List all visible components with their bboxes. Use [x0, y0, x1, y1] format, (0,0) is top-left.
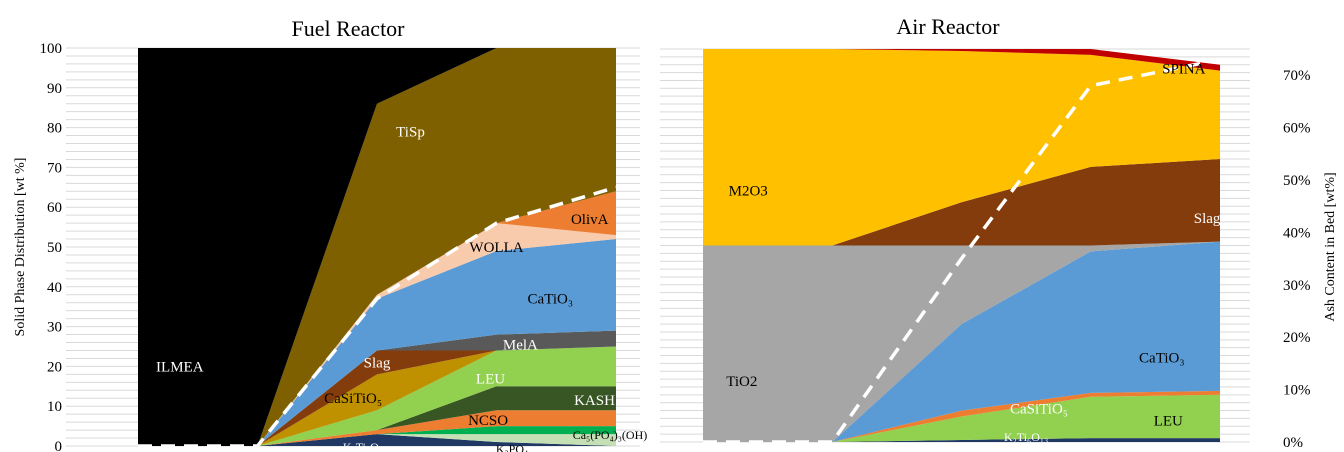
y-tick-label: 40: [47, 280, 62, 296]
secondary-y-axis-label: Ash Content in Bed [wt%]: [1323, 172, 1338, 321]
series-label: OlivA: [571, 212, 609, 228]
series-label: MelA: [503, 338, 538, 354]
area-series: [138, 346, 616, 446]
y-tick-label: 100: [40, 41, 63, 57]
area-series: [703, 159, 1220, 246]
series-label: ILMEA: [156, 359, 204, 375]
area-series: [138, 239, 616, 446]
area-series: [703, 241, 1220, 442]
fuel-reactor-chart: Fuel Reactor ILMEA TiSp OlivA WOLLA CaTiO₃ Me…: [13, 16, 647, 452]
area-series: [138, 434, 616, 446]
y-tick-label: 90: [47, 81, 62, 97]
series-label: SPINA: [1162, 62, 1206, 78]
y-tick-label: 70: [47, 160, 62, 176]
series-label: WOLLA: [469, 240, 523, 256]
y-tick-label: 30%: [1283, 278, 1311, 294]
area-series: [703, 438, 1220, 442]
series-label: CaTiO₃: [1139, 351, 1185, 367]
area-series: [703, 390, 1220, 442]
y-tick-label: 70%: [1283, 68, 1311, 84]
y-tick-label: 20: [47, 359, 62, 375]
y-tick-label: 50: [47, 240, 62, 256]
series-label: LEU: [476, 371, 505, 387]
y-tick-label: 60%: [1283, 121, 1311, 137]
series-label: Slag: [1194, 211, 1221, 227]
y-tick-label: 50%: [1283, 173, 1311, 189]
y-tick-label: 60: [47, 200, 62, 216]
series-label: NCSO: [468, 413, 508, 429]
area-series: [138, 330, 616, 446]
ash-content-line: [138, 185, 617, 448]
area-series: [703, 49, 1220, 246]
area-series: [703, 49, 1220, 71]
chart-title: Air Reactor: [896, 14, 1000, 39]
y-tick-label: 0: [55, 439, 63, 452]
area-series: [703, 241, 1220, 442]
ash-content-line: [703, 57, 1221, 444]
area-series: [138, 426, 616, 446]
area-series: [138, 434, 616, 446]
series-label: Slag: [364, 355, 391, 371]
series-label: CaSiTiO₅: [1010, 402, 1068, 418]
y-tick-label: 10%: [1283, 383, 1311, 399]
area-series: [138, 48, 616, 446]
series-label: K₂Ti₆O₁₃: [343, 440, 387, 452]
series-label: K₂Ti₆O₁₃: [1004, 430, 1048, 444]
series-label: K₃PO₄: [496, 442, 528, 452]
series-label: TiSp: [396, 125, 425, 141]
area-series: [138, 48, 616, 446]
y-tick-label: 30: [47, 320, 62, 336]
y-tick-label: 10: [47, 399, 62, 415]
y-tick-label: 0%: [1283, 435, 1303, 451]
chart-title: Fuel Reactor: [291, 16, 405, 41]
series-label: KASH: [574, 393, 615, 409]
y-axis-label: Solid Phase Distribution [wt %]: [13, 158, 28, 337]
air-reactor-chart: Air Reactor M2O3 SPINA Slag TiO2 CaTiO₃ CaSiT…: [660, 14, 1338, 451]
y-tick-label: 20%: [1283, 330, 1311, 346]
area-series: [138, 386, 616, 446]
area-series: [138, 191, 616, 446]
series-label: M2O3: [729, 184, 768, 200]
series-label: LEU: [1154, 413, 1183, 429]
area-series: [138, 410, 616, 446]
area-series: [138, 346, 616, 446]
series-label: Ca₅(PO₄)₃(OH): [573, 428, 648, 442]
series-label: CaSiTiO₅: [324, 391, 382, 407]
series-label: CaTiO₃: [528, 292, 574, 308]
y-tick-label: 40%: [1283, 225, 1311, 241]
series-label: TiO2: [726, 374, 757, 390]
area-series: [138, 346, 616, 446]
y-tick-label: 80: [47, 121, 62, 137]
area-series: [703, 394, 1220, 442]
